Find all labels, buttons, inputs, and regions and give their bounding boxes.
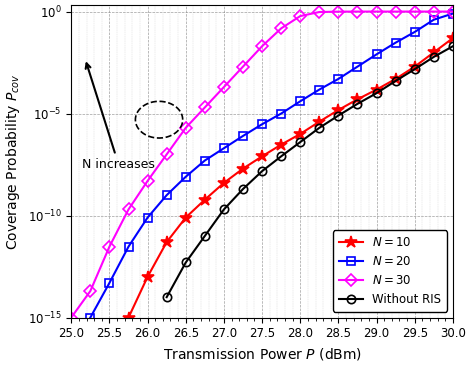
$N = 10$ xyxy=(164,240,170,244)
Without RIS xyxy=(450,44,456,48)
$N = 10$ xyxy=(145,274,150,279)
$N = 30$ xyxy=(240,64,246,69)
Without RIS xyxy=(431,55,437,59)
$N = 20$ xyxy=(240,134,246,138)
$N = 10$ xyxy=(450,36,456,40)
$N = 20$ xyxy=(278,111,284,116)
$N = 20$ xyxy=(316,87,322,92)
Without RIS xyxy=(374,91,379,96)
$N = 30$ xyxy=(336,10,341,14)
Without RIS xyxy=(393,79,399,83)
$N = 10$ xyxy=(355,97,360,101)
$N = 20$ xyxy=(183,175,188,179)
$N = 20$ xyxy=(87,315,93,320)
Text: N increases: N increases xyxy=(82,63,155,171)
$N = 30$ xyxy=(450,10,456,14)
$N = 10$ xyxy=(202,198,208,202)
Without RIS xyxy=(240,187,246,191)
$N = 10$ xyxy=(393,77,399,81)
$N = 20$ xyxy=(107,281,112,285)
Line: Without RIS: Without RIS xyxy=(163,42,457,301)
$N = 30$ xyxy=(125,207,131,212)
$N = 20$ xyxy=(374,52,379,56)
$N = 30$ xyxy=(259,44,265,48)
$N = 20$ xyxy=(393,40,399,45)
$N = 20$ xyxy=(202,158,208,163)
$N = 10$ xyxy=(374,87,379,92)
$N = 30$ xyxy=(87,289,93,293)
Without RIS xyxy=(221,207,227,212)
$N = 10$ xyxy=(431,50,437,55)
$N = 30$ xyxy=(393,10,399,14)
$N = 30$ xyxy=(316,10,322,14)
$N = 10$ xyxy=(240,167,246,171)
$N = 30$ xyxy=(183,126,188,130)
$N = 10$ xyxy=(336,108,341,112)
$N = 30$ xyxy=(412,10,417,14)
Without RIS xyxy=(259,169,265,173)
Line: $N = 10$: $N = 10$ xyxy=(122,32,459,324)
Without RIS xyxy=(164,295,170,299)
Without RIS xyxy=(316,126,322,130)
Without RIS xyxy=(183,260,188,265)
Line: $N = 30$: $N = 30$ xyxy=(67,7,457,322)
$N = 20$ xyxy=(450,11,456,16)
Without RIS xyxy=(412,67,417,71)
$N = 20$ xyxy=(259,122,265,126)
$N = 10$ xyxy=(125,315,131,320)
X-axis label: Transmission Power $P$ (dBm): Transmission Power $P$ (dBm) xyxy=(163,346,361,362)
Without RIS xyxy=(336,113,341,118)
$N = 10$ xyxy=(412,64,417,69)
$N = 30$ xyxy=(221,85,227,89)
$N = 30$ xyxy=(431,10,437,14)
$N = 10$ xyxy=(259,154,265,158)
$N = 20$ xyxy=(298,99,303,104)
Without RIS xyxy=(298,140,303,144)
Y-axis label: Coverage Probability $P_{cov}$: Coverage Probability $P_{cov}$ xyxy=(4,73,22,250)
Line: $N = 20$: $N = 20$ xyxy=(86,10,457,322)
$N = 20$ xyxy=(145,215,150,220)
Legend: $N = 10$, $N = 20$, $N = 30$, Without RIS: $N = 10$, $N = 20$, $N = 30$, Without RI… xyxy=(333,230,447,312)
$N = 20$ xyxy=(164,193,170,197)
$N = 10$ xyxy=(221,181,227,185)
$N = 10$ xyxy=(298,132,303,136)
$N = 20$ xyxy=(431,18,437,22)
$N = 30$ xyxy=(202,105,208,109)
$N = 20$ xyxy=(412,30,417,34)
$N = 30$ xyxy=(107,244,112,249)
$N = 20$ xyxy=(336,77,341,81)
$N = 30$ xyxy=(298,14,303,18)
$N = 30$ xyxy=(355,10,360,14)
Without RIS xyxy=(278,154,284,158)
$N = 30$ xyxy=(278,26,284,31)
$N = 10$ xyxy=(278,142,284,147)
$N = 20$ xyxy=(221,146,227,150)
Without RIS xyxy=(355,102,360,106)
$N = 30$ xyxy=(374,10,379,14)
$N = 20$ xyxy=(125,244,131,249)
Without RIS xyxy=(202,234,208,238)
$N = 20$ xyxy=(355,64,360,69)
$N = 30$ xyxy=(164,152,170,157)
$N = 10$ xyxy=(183,215,188,220)
$N = 10$ xyxy=(316,119,322,124)
$N = 30$ xyxy=(69,315,74,320)
$N = 30$ xyxy=(145,179,150,183)
